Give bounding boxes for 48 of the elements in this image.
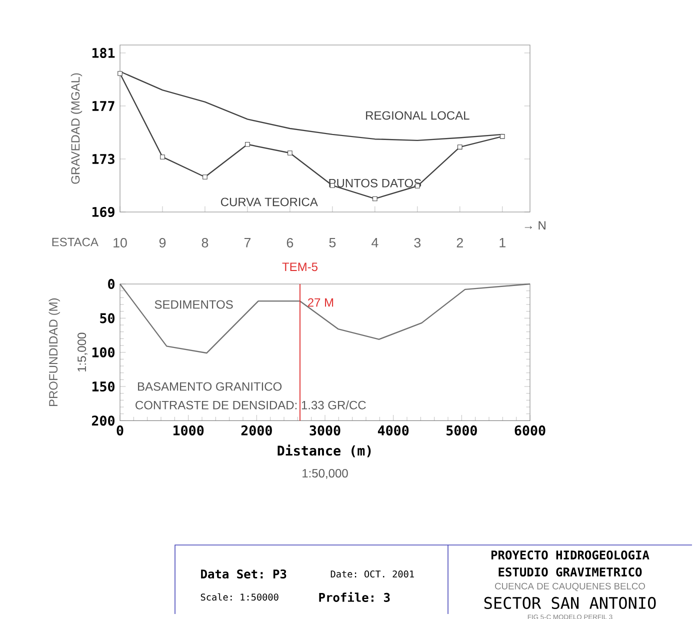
x-tick-label: 5000 — [446, 425, 477, 436]
x-tick-label: 3 — [414, 238, 421, 248]
annotation: SEDIMENTOS — [154, 300, 233, 309]
annotation: BASAMENTO GRANITICO — [138, 382, 282, 391]
x-tick-label: 6000 — [514, 425, 546, 436]
x-tick-label: 5 — [329, 238, 336, 248]
y-tick-label: 200 — [92, 415, 114, 426]
series-label: REGIONAL LOCAL — [366, 111, 470, 120]
text: 1:50,000 — [302, 468, 348, 479]
text: ESTUDIO GRAVIMETRICO — [498, 567, 642, 576]
x-tick-label: 2 — [456, 238, 463, 248]
text: Profile: 3 — [319, 592, 390, 602]
x-tick-label: 10 — [114, 238, 127, 248]
y-axis-title: GRAVEDAD (MGAL) — [70, 73, 82, 184]
x-tick-label: 0 — [116, 425, 124, 436]
text: → N — [524, 221, 546, 230]
text: Data Set: P3 — [201, 569, 286, 578]
text: CUENCA DE CAUQUENES BELCO — [495, 582, 645, 591]
y-tick-label: 181 — [92, 48, 115, 58]
y-tick-label: 173 — [92, 154, 114, 164]
y-tick-label: 50 — [100, 312, 114, 324]
y-tick-label: 100 — [92, 347, 114, 358]
y-tick-label: 177 — [92, 100, 114, 111]
x-tick-label: 8 — [202, 238, 208, 248]
x-tick-label: 4000 — [378, 425, 409, 436]
x-axis-title: ESTACA — [52, 238, 98, 246]
x-tick-label: 9 — [159, 238, 166, 248]
x-tick-label: 3000 — [310, 425, 340, 436]
text: Date: OCT. 2001 — [330, 570, 414, 578]
y-tick-label: 0 — [108, 278, 114, 289]
annotation: CONTRASTE DE DENSIDAD: 1.33 GR/CC — [136, 400, 366, 410]
x-axis-title: Distance (m) — [278, 444, 371, 458]
text: PROYECTO HIDROGEOLOGIA — [491, 550, 650, 560]
y-axis-title: PROFUNDIDAD (M) — [48, 298, 60, 406]
x-tick-label: 7 — [244, 238, 251, 248]
text: 1:5,000 — [78, 332, 88, 372]
ref-line-label: TEM-5 — [282, 262, 318, 271]
y-tick-label: 150 — [92, 381, 114, 392]
x-tick-label: 6 — [286, 238, 294, 248]
series-label: CURVA TEORICA — [220, 198, 318, 206]
x-tick-label: 1 — [500, 238, 506, 248]
annotation: 27 M — [308, 298, 334, 306]
y-tick-label: 169 — [92, 206, 114, 217]
x-tick-label: 2000 — [241, 425, 272, 436]
x-tick-label: 1000 — [174, 425, 204, 436]
x-tick-label: 4 — [372, 238, 378, 248]
text: Scale: 1:50000 — [200, 593, 278, 600]
text: SECTOR SAN ANTONIO — [484, 596, 656, 609]
